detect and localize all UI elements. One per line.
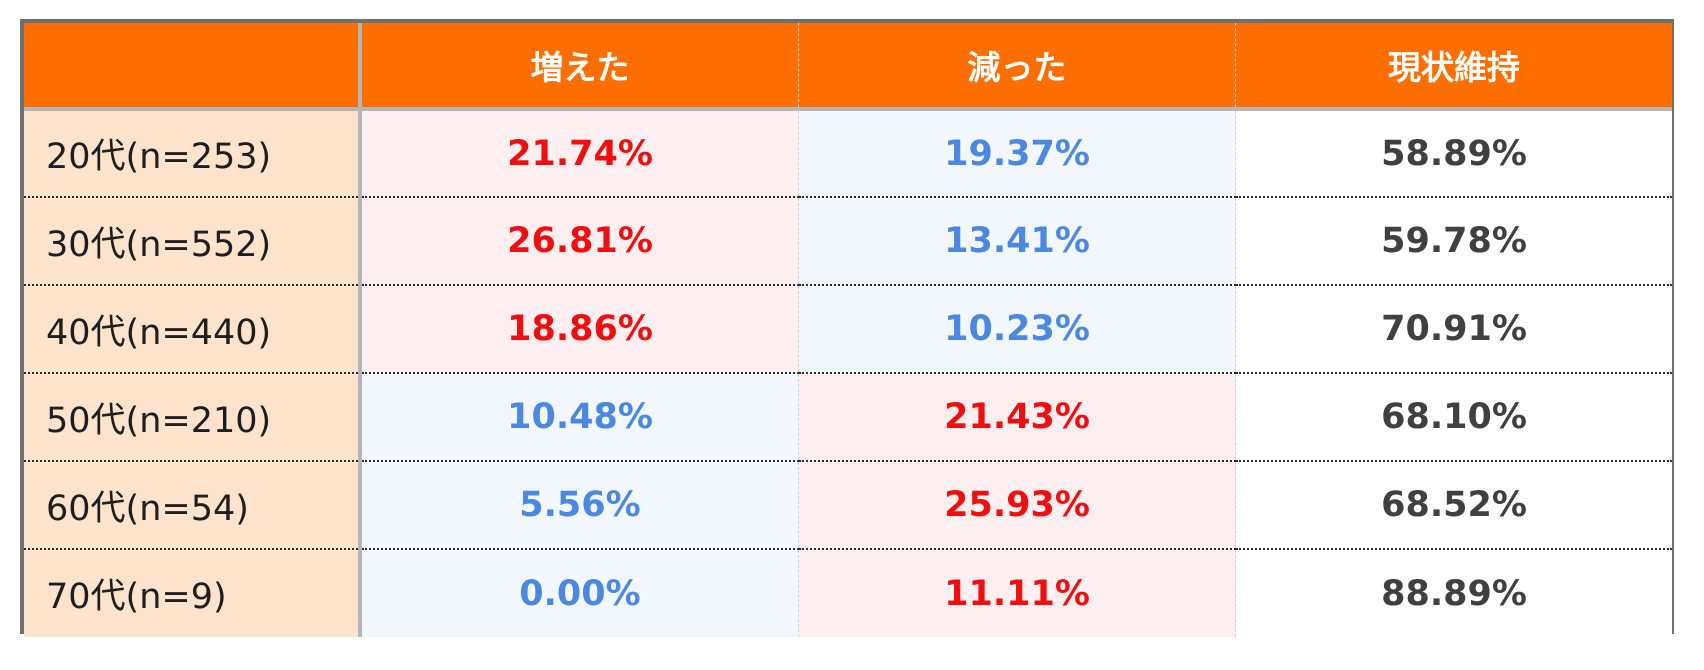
row-label: 30代(n=552) <box>24 197 362 286</box>
value-cell: 26.81% <box>360 197 799 286</box>
value-cell: 19.37% <box>798 109 1236 198</box>
value-cell: 70.91% <box>1235 285 1672 374</box>
header-corner-cell <box>24 23 362 111</box>
value-cell: 21.74% <box>360 109 799 198</box>
value-cell: 10.23% <box>798 285 1236 374</box>
results-table-container: 増えた 減った 現状維持 20代(n=253) 21.74% 19.37% 58… <box>20 19 1674 637</box>
value-cell: 10.48% <box>360 373 799 462</box>
table-row: 50代(n=210) 10.48% 21.43% 68.10% <box>24 373 1672 462</box>
table-row: 70代(n=9) 0.00% 11.11% 88.89% <box>24 549 1672 637</box>
value-cell: 5.56% <box>360 461 799 550</box>
value-cell: 25.93% <box>798 461 1236 550</box>
header-unchanged: 現状維持 <box>1235 23 1672 111</box>
value-cell: 88.89% <box>1235 549 1672 637</box>
value-cell: 68.52% <box>1235 461 1672 550</box>
table-header-row: 増えた 減った 現状維持 <box>24 23 1672 111</box>
table-row: 20代(n=253) 21.74% 19.37% 58.89% <box>24 109 1672 198</box>
row-label: 20代(n=253) <box>24 109 362 198</box>
results-table: 増えた 減った 現状維持 20代(n=253) 21.74% 19.37% 58… <box>24 23 1672 637</box>
row-label: 70代(n=9) <box>24 549 362 637</box>
value-cell: 13.41% <box>798 197 1236 286</box>
row-label: 60代(n=54) <box>24 461 362 550</box>
value-cell: 21.43% <box>798 373 1236 462</box>
table-row: 40代(n=440) 18.86% 10.23% 70.91% <box>24 285 1672 374</box>
value-cell: 58.89% <box>1235 109 1672 198</box>
value-cell: 68.10% <box>1235 373 1672 462</box>
row-label: 50代(n=210) <box>24 373 362 462</box>
table-row: 60代(n=54) 5.56% 25.93% 68.52% <box>24 461 1672 550</box>
table-row: 30代(n=552) 26.81% 13.41% 59.78% <box>24 197 1672 286</box>
row-label: 40代(n=440) <box>24 285 362 374</box>
header-increased: 増えた <box>360 23 799 111</box>
value-cell: 18.86% <box>360 285 799 374</box>
header-decreased: 減った <box>798 23 1236 111</box>
value-cell: 11.11% <box>798 549 1236 637</box>
value-cell: 59.78% <box>1235 197 1672 286</box>
value-cell: 0.00% <box>360 549 799 637</box>
